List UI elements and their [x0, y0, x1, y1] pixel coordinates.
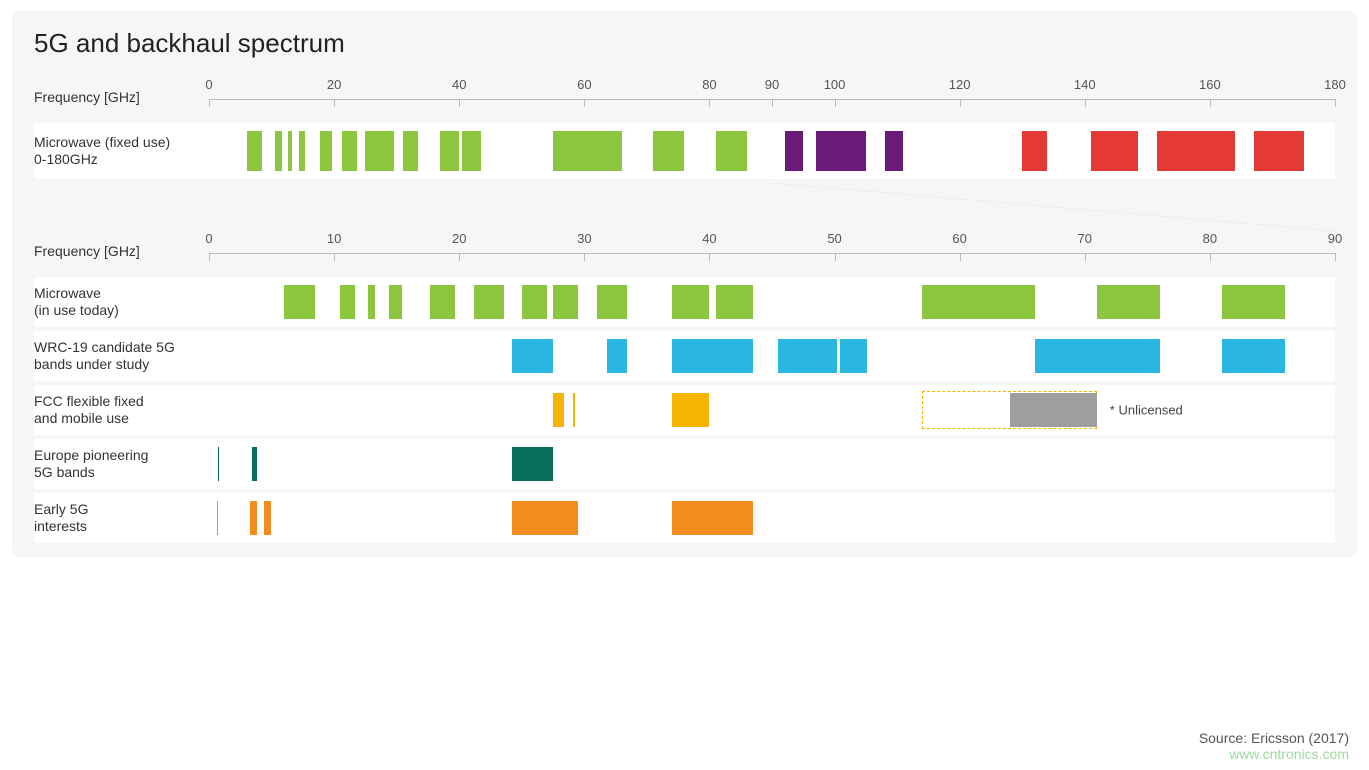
spectrum-bar	[1222, 285, 1285, 319]
row-label: WRC-19 candidate 5Gbands under study	[34, 331, 209, 381]
spectrum-bar	[816, 131, 866, 171]
spectrum-bar	[250, 501, 256, 535]
spectrum-bar	[217, 501, 218, 535]
row-chart	[209, 277, 1335, 327]
row-chart	[209, 331, 1335, 381]
footer: Source: Ericsson (2017) www.cntronics.co…	[1199, 730, 1349, 762]
axis-label: Frequency [GHz]	[34, 231, 209, 273]
spectrum-bar	[672, 339, 753, 373]
page: 5G and backhaul spectrum Frequency [GHz]…	[0, 0, 1369, 770]
spectrum-bar	[716, 285, 754, 319]
row-label: Early 5Ginterests	[34, 493, 209, 543]
spectrum-bar	[607, 339, 627, 373]
spectrum-bar	[553, 285, 578, 319]
spectrum-bar	[275, 131, 283, 171]
row-chart	[209, 493, 1335, 543]
spectrum-bar	[716, 131, 747, 171]
spectrum-bar	[778, 339, 837, 373]
row-fcc: FCC flexible fixedand mobile use * Unlice…	[34, 385, 1335, 435]
spectrum-bar	[1035, 339, 1160, 373]
spectrum-bar	[389, 285, 402, 319]
spectrum-bar	[553, 131, 622, 171]
row-chart: * Unlicensed	[209, 385, 1335, 435]
spectrum-bar	[342, 131, 357, 171]
spectrum-bar	[1091, 131, 1138, 171]
spectrum-bar	[247, 131, 263, 171]
chart-card: 5G and backhaul spectrum Frequency [GHz]…	[12, 10, 1357, 557]
spectrum-bar	[512, 339, 553, 373]
spectrum-bar	[672, 393, 710, 427]
spectrum-bar	[597, 285, 627, 319]
spectrum-bar	[672, 501, 753, 535]
chart-title: 5G and backhaul spectrum	[34, 28, 1335, 59]
spectrum-bar	[522, 285, 547, 319]
spectrum-bar	[440, 131, 459, 171]
spectrum-bar	[785, 131, 804, 171]
zoom-connector	[34, 183, 1335, 231]
spectrum-bar	[368, 285, 376, 319]
spectrum-bar	[922, 285, 1035, 319]
spectrum-bar	[218, 447, 219, 481]
spectrum-bar	[512, 447, 553, 481]
spectrum-bar	[1022, 131, 1047, 171]
row-microwave-today: Microwave(in use today)	[34, 277, 1335, 327]
spectrum-bar	[1254, 131, 1304, 171]
spectrum-bar	[288, 131, 292, 171]
spectrum-bar	[553, 393, 564, 427]
row-label: FCC flexible fixedand mobile use	[34, 385, 209, 435]
spectrum-bar	[1157, 131, 1235, 171]
spectrum-bar	[403, 131, 418, 171]
axis-label: Frequency [GHz]	[34, 77, 209, 119]
unlicensed-bar	[1010, 393, 1098, 427]
spectrum-bar	[365, 131, 393, 171]
spectrum-bar	[840, 339, 868, 373]
row-label: Europe pioneering5G bands	[34, 439, 209, 489]
row-europe: Europe pioneering5G bands	[34, 439, 1335, 489]
spectrum-bar	[430, 285, 455, 319]
spectrum-bar	[320, 131, 333, 171]
bottom-axis-row: Frequency [GHz] 0102030405060708090	[34, 231, 1335, 273]
spectrum-bar	[284, 285, 315, 319]
row-label: Microwave(in use today)	[34, 277, 209, 327]
spectrum-bar	[885, 131, 904, 171]
row-label: Microwave (fixed use) 0-180GHz	[34, 123, 209, 179]
top-band-row: Microwave (fixed use) 0-180GHz	[34, 123, 1335, 179]
bottom-axis: 0102030405060708090	[209, 231, 1335, 273]
spectrum-bar	[573, 393, 575, 427]
spectrum-bar	[653, 131, 684, 171]
spectrum-bar	[1222, 339, 1285, 373]
spectrum-bar	[252, 447, 257, 481]
source-text: Source: Ericsson (2017)	[1199, 730, 1349, 746]
row-early5g: Early 5Ginterests	[34, 493, 1335, 543]
top-axis-row: Frequency [GHz] 020406080901001201401601…	[34, 77, 1335, 119]
spectrum-bar	[474, 285, 504, 319]
spectrum-bar	[340, 285, 355, 319]
rows-container: Microwave(in use today)WRC-19 candidate …	[34, 277, 1335, 543]
row-chart	[209, 439, 1335, 489]
spectrum-bar	[299, 131, 305, 171]
spectrum-bar	[512, 501, 578, 535]
note: * Unlicensed	[1110, 403, 1183, 418]
spectrum-bar	[264, 501, 271, 535]
spectrum-bar	[1097, 285, 1160, 319]
row-wrc19: WRC-19 candidate 5Gbands under study	[34, 331, 1335, 381]
top-axis: 02040608090100120140160180	[209, 77, 1335, 119]
top-band-chart	[209, 123, 1335, 179]
spectrum-bar	[672, 285, 710, 319]
spectrum-bar	[462, 131, 481, 171]
watermark: www.cntronics.com	[1199, 746, 1349, 762]
